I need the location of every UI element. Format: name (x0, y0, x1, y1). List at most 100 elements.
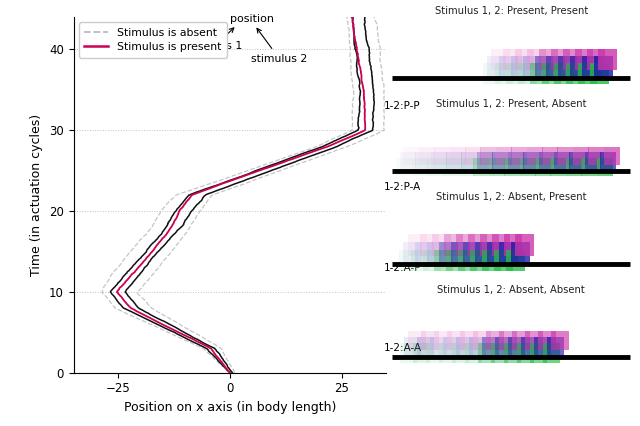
FancyBboxPatch shape (465, 147, 481, 165)
FancyBboxPatch shape (535, 158, 551, 176)
FancyBboxPatch shape (530, 343, 547, 363)
FancyBboxPatch shape (586, 49, 605, 70)
FancyBboxPatch shape (492, 234, 511, 256)
FancyBboxPatch shape (504, 234, 522, 256)
FancyBboxPatch shape (508, 153, 524, 170)
FancyBboxPatch shape (439, 343, 456, 363)
FancyBboxPatch shape (523, 153, 539, 170)
FancyBboxPatch shape (575, 49, 593, 70)
FancyBboxPatch shape (552, 331, 568, 351)
FancyBboxPatch shape (511, 147, 527, 165)
FancyBboxPatch shape (415, 242, 434, 263)
Legend: Stimulus is absent, Stimulus is present: Stimulus is absent, Stimulus is present (79, 23, 227, 58)
FancyBboxPatch shape (494, 250, 513, 271)
FancyBboxPatch shape (539, 49, 557, 70)
FancyBboxPatch shape (482, 250, 501, 271)
FancyBboxPatch shape (480, 234, 499, 256)
FancyBboxPatch shape (421, 331, 438, 351)
FancyBboxPatch shape (538, 331, 556, 351)
FancyBboxPatch shape (542, 147, 558, 165)
FancyBboxPatch shape (408, 331, 426, 351)
FancyBboxPatch shape (511, 242, 529, 263)
FancyBboxPatch shape (461, 153, 477, 170)
FancyBboxPatch shape (570, 153, 586, 170)
FancyBboxPatch shape (444, 234, 463, 256)
FancyBboxPatch shape (456, 337, 474, 357)
FancyBboxPatch shape (525, 331, 543, 351)
FancyBboxPatch shape (551, 49, 570, 70)
FancyBboxPatch shape (547, 56, 565, 77)
FancyBboxPatch shape (496, 147, 512, 165)
FancyBboxPatch shape (499, 56, 518, 77)
FancyBboxPatch shape (487, 56, 506, 77)
FancyBboxPatch shape (478, 343, 495, 363)
FancyBboxPatch shape (474, 158, 490, 176)
FancyBboxPatch shape (474, 331, 491, 351)
FancyBboxPatch shape (469, 337, 486, 357)
FancyBboxPatch shape (521, 337, 538, 357)
FancyBboxPatch shape (487, 242, 506, 263)
FancyBboxPatch shape (594, 56, 613, 77)
FancyBboxPatch shape (458, 158, 474, 176)
FancyBboxPatch shape (468, 234, 486, 256)
FancyBboxPatch shape (408, 234, 427, 256)
Text: 1-2:P-P: 1-2:P-P (384, 101, 421, 111)
FancyBboxPatch shape (604, 147, 620, 165)
FancyBboxPatch shape (482, 337, 499, 357)
FancyBboxPatch shape (520, 158, 536, 176)
FancyBboxPatch shape (554, 63, 573, 84)
FancyBboxPatch shape (515, 234, 534, 256)
FancyBboxPatch shape (415, 153, 431, 170)
FancyBboxPatch shape (518, 63, 537, 84)
Title: Stimulus 1, 2: Present, Present: Stimulus 1, 2: Present, Present (435, 6, 588, 16)
FancyBboxPatch shape (527, 49, 546, 70)
FancyBboxPatch shape (404, 337, 421, 357)
FancyBboxPatch shape (483, 63, 501, 84)
Text: 1-2:A-P: 1-2:A-P (384, 263, 422, 273)
FancyBboxPatch shape (598, 49, 618, 70)
FancyBboxPatch shape (508, 337, 525, 357)
Title: Stimulus 1, 2: Absent, Present: Stimulus 1, 2: Absent, Present (436, 192, 586, 202)
FancyBboxPatch shape (566, 63, 585, 84)
FancyBboxPatch shape (582, 56, 601, 77)
Text: position: position (230, 14, 275, 23)
FancyBboxPatch shape (550, 158, 566, 176)
FancyBboxPatch shape (413, 343, 430, 363)
FancyBboxPatch shape (527, 147, 543, 165)
FancyBboxPatch shape (428, 242, 446, 263)
FancyBboxPatch shape (475, 242, 494, 263)
FancyBboxPatch shape (600, 153, 616, 170)
Text: 1-2:A-A: 1-2:A-A (384, 343, 422, 354)
FancyBboxPatch shape (503, 49, 522, 70)
Y-axis label: Time (in actuation cycles): Time (in actuation cycles) (31, 114, 44, 276)
FancyBboxPatch shape (450, 147, 466, 165)
FancyBboxPatch shape (396, 158, 412, 176)
FancyBboxPatch shape (456, 234, 475, 256)
FancyBboxPatch shape (442, 158, 458, 176)
FancyBboxPatch shape (531, 63, 549, 84)
FancyBboxPatch shape (447, 331, 465, 351)
FancyBboxPatch shape (516, 343, 534, 363)
FancyBboxPatch shape (435, 147, 450, 165)
FancyBboxPatch shape (470, 250, 489, 271)
FancyBboxPatch shape (411, 250, 429, 271)
FancyBboxPatch shape (495, 337, 513, 357)
FancyBboxPatch shape (511, 56, 529, 77)
FancyBboxPatch shape (435, 250, 453, 271)
FancyBboxPatch shape (534, 56, 554, 77)
FancyBboxPatch shape (542, 63, 561, 84)
FancyBboxPatch shape (443, 337, 460, 357)
FancyBboxPatch shape (515, 49, 534, 70)
FancyBboxPatch shape (547, 337, 564, 357)
FancyBboxPatch shape (559, 56, 577, 77)
FancyBboxPatch shape (492, 153, 508, 170)
FancyBboxPatch shape (534, 337, 551, 357)
Title: Stimulus 1, 2: Present, Absent: Stimulus 1, 2: Present, Absent (436, 99, 586, 109)
Text: stimulus 1: stimulus 1 (186, 28, 243, 52)
FancyBboxPatch shape (430, 337, 447, 357)
FancyBboxPatch shape (422, 250, 442, 271)
FancyBboxPatch shape (563, 49, 582, 70)
FancyBboxPatch shape (543, 343, 560, 363)
FancyBboxPatch shape (554, 153, 570, 170)
FancyBboxPatch shape (435, 331, 452, 351)
